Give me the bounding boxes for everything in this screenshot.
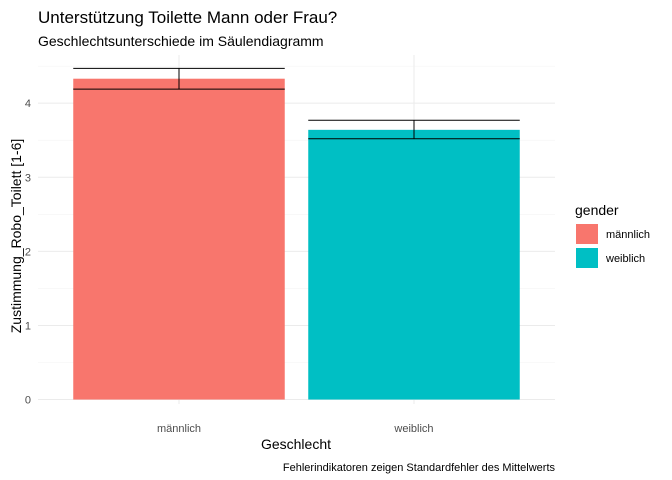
legend: gender männlich weiblich (575, 202, 650, 268)
x-axis-ticks: männlich weiblich (157, 423, 434, 435)
legend-swatch (576, 224, 598, 244)
x-tick-label: männlich (157, 423, 201, 435)
legend-label: weiblich (605, 253, 645, 265)
y-tick-label: 2 (25, 246, 31, 258)
x-tick-label: weiblich (393, 423, 433, 435)
bars (73, 78, 520, 400)
legend-label: männlich (606, 229, 650, 241)
y-tick-label: 4 (25, 98, 31, 110)
bar-1 (308, 129, 520, 400)
y-tick-label: 0 (25, 395, 31, 407)
bar-0 (73, 78, 285, 400)
chart-title: Unterstützung Toilette Mann oder Frau? (38, 8, 337, 27)
y-axis-title: Zustimmung_Robo_Toilett [1-6] (8, 139, 24, 334)
y-tick-label: 1 (25, 320, 31, 332)
chart-subtitle: Geschlechtsunterschiede im Säulendiagram… (38, 33, 324, 49)
y-tick-label: 3 (25, 172, 31, 184)
x-axis-title: Geschlecht (261, 436, 331, 452)
legend-title: gender (575, 202, 619, 218)
legend-swatch (576, 248, 598, 268)
error-bars (73, 67, 520, 140)
y-axis-ticks: 0 1 2 3 4 (25, 98, 31, 406)
chart-caption: Fehlerindikatoren zeigen Standardfehler … (283, 462, 556, 474)
